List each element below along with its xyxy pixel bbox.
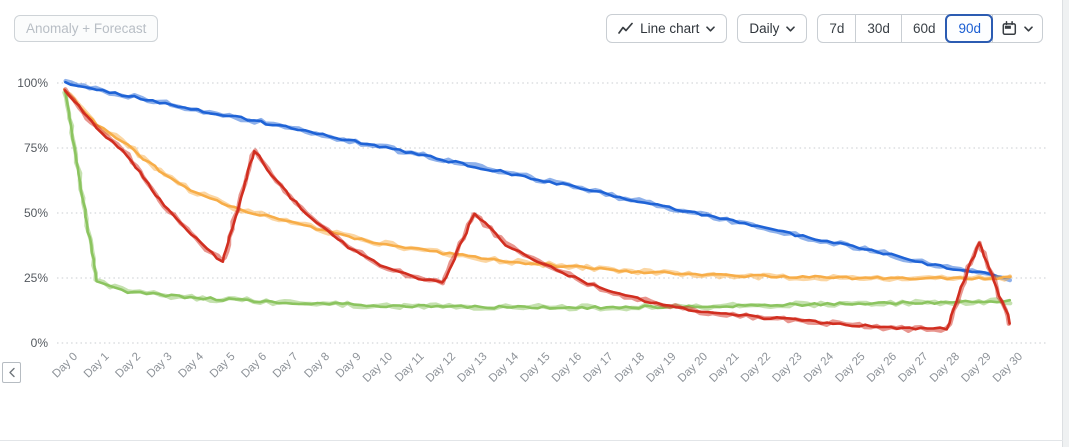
x-axis-label: Day 7 [271,351,301,381]
x-axis-label: Day 11 [393,351,427,385]
x-axis-label: Day 16 [550,351,584,385]
x-axis-label: Day 23 [770,351,804,385]
series-line-red [63,89,1011,331]
x-axis-label: Day 8 [302,351,332,381]
x-axis-label: Day 27 [896,351,930,385]
x-axis-label: Day 21 [707,351,741,385]
y-axis-label: 50% [24,206,48,220]
x-axis-label: Day 3 [145,351,175,381]
scrollbar-track[interactable] [1062,0,1069,447]
range-button-60d[interactable]: 60d [900,15,947,42]
toolbar: Line chart Daily 7d 30d 60d 90d [606,14,1043,43]
x-axis-label: Day 29 [959,351,993,385]
x-axis-label: Day 20 [676,351,710,385]
range-button-30d[interactable]: 30d [855,15,901,42]
bottom-divider [0,440,1063,441]
x-axis-label: Day 5 [208,351,238,381]
x-axis-label: Day 22 [739,351,773,385]
range-button-7d[interactable]: 7d [818,15,855,42]
y-axis-label: 0% [31,336,49,350]
line-chart-icon [618,22,633,34]
x-axis-label: Day 28 [928,351,962,385]
x-axis-label: Day 10 [361,351,395,385]
date-range-group: 7d 30d 60d 90d [817,14,1043,43]
chart-type-label: Line chart [640,21,700,36]
x-axis-label: Day 24 [802,350,837,385]
series-line-red-texture [63,87,1011,333]
granularity-dropdown[interactable]: Daily [737,14,808,43]
granularity-label: Daily [749,21,780,36]
date-picker-button[interactable] [992,15,1042,42]
series-line-green [63,88,1012,310]
x-axis-label: Day 14 [487,350,522,385]
x-axis-label: Day 13 [455,351,489,385]
x-axis-label: Day 25 [833,351,867,385]
x-axis-label: Day 17 [581,351,615,385]
x-axis-label: Day 1 [82,351,112,381]
x-axis-label: Day 4 [176,350,206,380]
scroll-left-button[interactable] [2,362,21,383]
x-axis-label: Day 19 [644,351,678,385]
x-axis-label: Day 30 [991,351,1025,385]
x-axis-label: Day 9 [334,351,364,381]
y-axis-label: 100% [17,76,48,90]
chevron-down-icon [786,25,796,32]
line-chart[interactable]: 0% 25% 50% 75% 100% Day 0 Day 1 Day 2 Day 3 Day 4… [0,62,1062,402]
anomaly-forecast-button[interactable]: Anomaly + Forecast [14,15,159,42]
y-axis-label: 25% [24,271,48,285]
calendar-icon [1002,21,1017,36]
x-axis-label: Day 18 [613,351,647,385]
chevron-down-icon [1024,25,1033,32]
chart-type-dropdown[interactable]: Line chart [606,14,728,43]
x-axis-label: Day 6 [239,351,269,381]
x-axis-label: Day 0 [50,351,80,381]
chevron-down-icon [706,25,716,32]
series-line-orange [63,88,1012,281]
range-button-90d[interactable]: 90d [945,14,993,43]
x-axis-label: Day 12 [424,351,458,385]
series-line-blue [64,80,1012,279]
x-axis-label: Day 26 [865,351,899,385]
chevron-left-icon [8,367,15,378]
x-axis-label: Day 2 [113,351,143,381]
x-axis-label: Day 15 [518,351,552,385]
y-axis-label: 75% [24,141,48,155]
